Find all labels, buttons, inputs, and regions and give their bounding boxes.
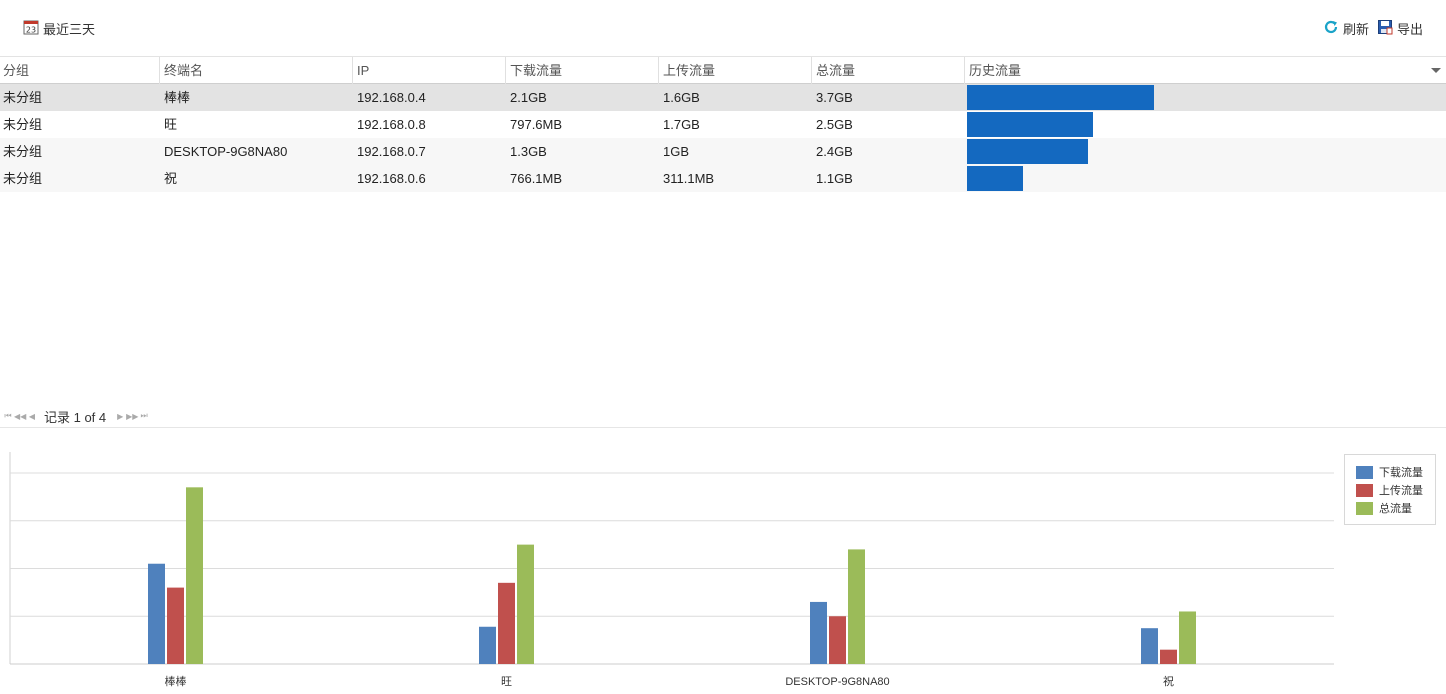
next-fast-icon[interactable]: ▶▶ — [126, 411, 139, 421]
bar-upload-3[interactable] — [1160, 649, 1177, 664]
export-label: 导出 — [1397, 21, 1424, 37]
bar-upload-2[interactable] — [829, 616, 846, 664]
x-tick-label: 祝 — [1163, 674, 1174, 688]
bar-total-1[interactable] — [517, 544, 534, 664]
save-icon — [1377, 19, 1393, 38]
legend-item-upload: 上传流量 — [1356, 483, 1423, 497]
bar-download-0[interactable] — [148, 563, 165, 664]
column-header-name[interactable]: 终端名 — [159, 57, 352, 84]
last-page-icon[interactable]: ⏭ — [140, 411, 148, 420]
table-row[interactable]: 未分组 祝 192.168.0.6 766.1MB 311.1MB 1.1GB — [0, 165, 1446, 192]
cell-name: DESKTOP-9G8NA80 — [164, 144, 288, 159]
cell-ip: 192.168.0.6 — [357, 171, 426, 186]
date-range-label: 最近三天 — [43, 21, 96, 37]
table-body: 未分组 棒棒 192.168.0.4 2.1GB 1.6GB 3.7GB 未分组旺 192.1… — [0, 84, 1446, 192]
svg-text:23: 23 — [26, 25, 36, 34]
prev-page-icon[interactable]: ◀ — [28, 411, 36, 421]
cell-group: 未分组 — [3, 171, 43, 186]
traffic-bar-chart: 棒棒 旺 DESKTOP-9G8NA80 祝 — [9, 451, 1335, 688]
bar-download-1[interactable] — [479, 626, 496, 664]
prev-fast-icon[interactable]: ◀◀ — [14, 411, 27, 421]
first-page-icon[interactable]: ⏮ — [4, 411, 12, 420]
legend-label-download: 下载流量 — [1379, 467, 1423, 479]
cell-total: 2.5GB — [816, 117, 853, 132]
bar-total-2[interactable] — [848, 549, 865, 664]
bar-total-0[interactable] — [186, 487, 203, 664]
cell-ip: 192.168.0.4 — [357, 90, 426, 105]
x-tick-label: 棒棒 — [165, 674, 187, 688]
cell-total: 3.7GB — [816, 90, 853, 105]
cell-download: 766.1MB — [510, 171, 563, 186]
refresh-button[interactable]: 刷新 — [1323, 18, 1369, 38]
cell-ip: 192.168.0.8 — [357, 117, 426, 132]
x-tick-label: 旺 — [501, 676, 512, 688]
history-bar — [967, 112, 1093, 137]
cell-group: 未分组 — [3, 117, 43, 132]
x-tick-label: DESKTOP-9G8NA80 — [785, 676, 889, 688]
legend-label-upload: 上传流量 — [1379, 485, 1423, 497]
calendar-icon: 23 — [23, 19, 39, 38]
history-bar — [967, 139, 1088, 164]
column-menu-arrow-icon[interactable] — [1431, 68, 1441, 73]
date-range-button[interactable]: 23 最近三天 — [23, 18, 95, 38]
cell-total: 1.1GB — [816, 171, 853, 186]
table-row[interactable]: 未分组 DESKTOP-9G8NA80 192.168.0.7 1.3GB 1GB 2.4… — [0, 138, 1446, 165]
legend-item-download: 下载流量 — [1356, 465, 1423, 479]
column-header-upload[interactable]: 上传流量 — [658, 57, 811, 84]
legend-swatch-total — [1356, 501, 1373, 515]
cell-upload: 1.7GB — [663, 117, 700, 132]
bar-upload-1[interactable] — [498, 582, 515, 664]
bar-total-3[interactable] — [1179, 611, 1196, 664]
column-header-group[interactable]: 分组 — [3, 63, 30, 78]
cell-download: 1.3GB — [510, 144, 547, 159]
column-header-history[interactable]: 历史流量 — [964, 57, 1446, 84]
cell-download: 2.1GB — [510, 90, 547, 105]
column-header-ip[interactable]: IP — [352, 57, 505, 84]
cell-total: 2.4GB — [816, 144, 853, 159]
legend-item-total: 总流量 — [1356, 501, 1412, 515]
table-row[interactable]: 未分组 棒棒 192.168.0.4 2.1GB 1.6GB 3.7GB — [0, 84, 1446, 111]
cell-upload: 1.6GB — [663, 90, 700, 105]
export-button[interactable]: 导出 — [1377, 18, 1423, 38]
legend-swatch-upload — [1356, 483, 1373, 497]
table-row[interactable]: 未分组 旺 192.168.0.8 797.6MB 1.7GB 2.5GB — [0, 111, 1446, 138]
plot-area — [9, 451, 1335, 665]
cell-ip: 192.168.0.7 — [357, 144, 426, 159]
cell-group: 未分组 — [3, 144, 43, 159]
cell-name: 旺 — [164, 117, 178, 132]
legend-label-total: 总流量 — [1379, 503, 1412, 515]
bar-download-2[interactable] — [810, 601, 827, 664]
toolbar: 23 最近三天 刷新 导出 — [0, 0, 1446, 56]
history-bar — [967, 166, 1023, 191]
next-page-icon[interactable]: ▶ — [117, 411, 124, 421]
cell-name: 棒棒 — [164, 90, 191, 105]
cell-name: 祝 — [164, 171, 178, 186]
chart-legend: 下载流量 上传流量 总流量 — [1344, 454, 1436, 525]
table-header: 分组 终端名 IP 下载流量 上传流量 总流量 历史流量 — [0, 56, 1446, 84]
refresh-label: 刷新 — [1343, 21, 1370, 37]
bar-download-3[interactable] — [1141, 628, 1158, 664]
legend-swatch-download — [1356, 465, 1373, 479]
column-header-download[interactable]: 下载流量 — [505, 57, 658, 84]
pager-status: 记录 1 of 4 — [44, 409, 107, 425]
cell-group: 未分组 — [3, 90, 43, 105]
cell-upload: 1GB — [663, 144, 690, 159]
cell-upload: 311.1MB — [663, 171, 715, 186]
history-bar — [967, 85, 1154, 110]
traffic-table: 分组 终端名 IP 下载流量 上传流量 总流量 历史流量 未分组 棒棒 192.16… — [0, 56, 1446, 192]
pager: ⏮ ◀◀ ◀ 记录 1 of 4 ▶ ▶▶ ⏭ — [0, 405, 1446, 427]
refresh-icon — [1323, 19, 1339, 38]
divider — [0, 427, 1446, 428]
cell-download: 797.6MB — [510, 117, 563, 132]
column-header-total[interactable]: 总流量 — [811, 57, 964, 84]
bar-upload-0[interactable] — [167, 587, 184, 664]
